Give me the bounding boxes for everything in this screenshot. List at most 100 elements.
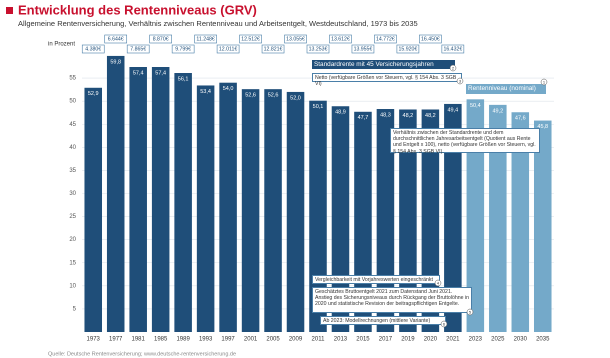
entgelt-box — [171, 44, 195, 54]
bar — [84, 87, 103, 332]
value-label: 57,4 — [155, 70, 166, 76]
value-label: 54,0 — [223, 86, 234, 92]
entgelt-box — [194, 34, 217, 44]
value-label: 47,7 — [358, 115, 369, 121]
value-label: 53,4 — [200, 89, 211, 95]
bar — [196, 85, 215, 332]
bar — [174, 73, 192, 332]
entgelt-label: 13.055€ — [286, 37, 305, 43]
value-label: 57,4 — [133, 70, 144, 76]
value-label: 50,1 — [313, 104, 324, 110]
entgelt-label: 9.799€ — [175, 47, 191, 53]
x-tick-label: 2005 — [266, 337, 280, 343]
entgelt-box — [261, 44, 285, 54]
value-label: 49,2 — [492, 108, 503, 114]
x-tick-label: 2025 — [491, 337, 505, 343]
annotation: Standardrente mit 45 Versicherungsjahren — [312, 60, 455, 69]
value-label: 50,4 — [470, 103, 481, 109]
entgelt-label: 12.821€ — [264, 47, 283, 53]
annotation: Verhältnis zwischen der Standardrente un… — [390, 128, 540, 155]
x-tick-label: 2023 — [469, 337, 483, 343]
chart-title: Entwicklung des Rentenniveaus (GRV) — [18, 2, 257, 17]
annotation: Geschätztes Bruttoentgelt 2021 zum Daten… — [312, 287, 472, 313]
y-axis-label: in Prozent — [48, 42, 75, 48]
x-tick-label: 1981 — [132, 337, 146, 343]
x-tick-label: 2035 — [536, 337, 550, 343]
x-tick-label: 2030 — [514, 337, 528, 343]
y-tick-label: 45 — [69, 122, 76, 128]
y-tick-label: 35 — [69, 168, 76, 174]
entgelt-label: 8.870€ — [153, 37, 169, 43]
y-tick-label: 25 — [69, 214, 76, 220]
y-tick-label: 50 — [69, 99, 76, 105]
x-tick-label: 2009 — [289, 337, 303, 343]
entgelt-box — [239, 34, 262, 44]
entgelt-label: 7.865€ — [130, 47, 146, 53]
entgelt-label: 11.248€ — [196, 37, 214, 43]
x-tick-label: 1989 — [176, 337, 190, 343]
entgelt-label: 12.512€ — [241, 37, 260, 43]
entgelt-label: 13.612€ — [331, 37, 350, 43]
annotation: Rentenniveau (nominal) — [466, 84, 546, 94]
bar — [286, 91, 305, 332]
entgelt-box — [419, 34, 442, 44]
entgelt-box — [284, 34, 307, 44]
value-label: 52,0 — [290, 95, 301, 101]
entgelt-label: 4.380€ — [85, 47, 101, 53]
source: Quelle: Deutsche Rentenversicherung; www… — [48, 351, 236, 357]
y-tick-label: 20 — [69, 237, 76, 243]
value-label: 56,1 — [178, 76, 189, 82]
bar — [219, 82, 237, 332]
entgelt-box — [374, 34, 397, 44]
entgelt-box — [126, 44, 150, 54]
value-label: 48,2 — [425, 113, 436, 119]
x-tick-label: 2019 — [401, 337, 415, 343]
entgelt-box — [396, 44, 420, 54]
x-tick-label: 2011 — [312, 337, 326, 343]
entgelt-label: 16.450€ — [421, 37, 440, 43]
entgelt-label: 13.955€ — [354, 47, 373, 53]
value-label: 48,2 — [403, 113, 414, 119]
entgelt-box — [104, 34, 128, 44]
entgelt-box — [216, 44, 240, 54]
entgelt-box — [306, 44, 330, 54]
entgelt-box — [81, 44, 105, 54]
entgelt-label: 14.772€ — [376, 37, 395, 43]
bar — [129, 67, 147, 333]
x-tick-label: 2013 — [334, 337, 348, 343]
x-tick-label: 1993 — [199, 337, 213, 343]
bar — [241, 89, 260, 332]
value-label: 52,6 — [268, 93, 279, 99]
x-tick-label: 1997 — [221, 337, 235, 343]
x-tick-label: 2001 — [244, 337, 258, 343]
title-marker — [6, 7, 13, 14]
value-label: 49,4 — [447, 107, 458, 113]
y-tick-label: 15 — [69, 260, 76, 266]
entgelt-label: 6.644€ — [108, 37, 124, 43]
y-tick-label: 10 — [69, 283, 76, 289]
y-tick-label: 40 — [69, 145, 76, 151]
x-tick-label: 2020 — [424, 337, 438, 343]
value-label: 47,6 — [515, 116, 526, 122]
x-tick-label: 2021 — [446, 337, 460, 343]
annotation: Netto (verfügbare Größen vor Steuern, vg… — [312, 73, 462, 87]
x-tick-label: 1977 — [109, 337, 123, 343]
chart-subtitle: Allgemeine Rentenversicherung, Verhältni… — [18, 19, 418, 28]
x-tick-label: 2015 — [356, 337, 370, 343]
y-tick-label: 55 — [69, 76, 76, 82]
value-label: 52,9 — [88, 91, 99, 97]
entgelt-label: 16.432€ — [443, 47, 462, 53]
bar — [264, 89, 282, 332]
entgelt-box — [441, 44, 465, 54]
annotation: Vergleichbarkeit mit Vorjahreswerten ein… — [312, 275, 440, 284]
bar — [151, 67, 170, 333]
entgelt-box — [149, 34, 172, 44]
entgelt-label: 13.253€ — [309, 47, 328, 53]
y-tick-label: 30 — [69, 191, 76, 197]
value-label: 59,8 — [110, 59, 121, 65]
value-label: 48,9 — [335, 110, 346, 116]
entgelt-box — [329, 34, 352, 44]
